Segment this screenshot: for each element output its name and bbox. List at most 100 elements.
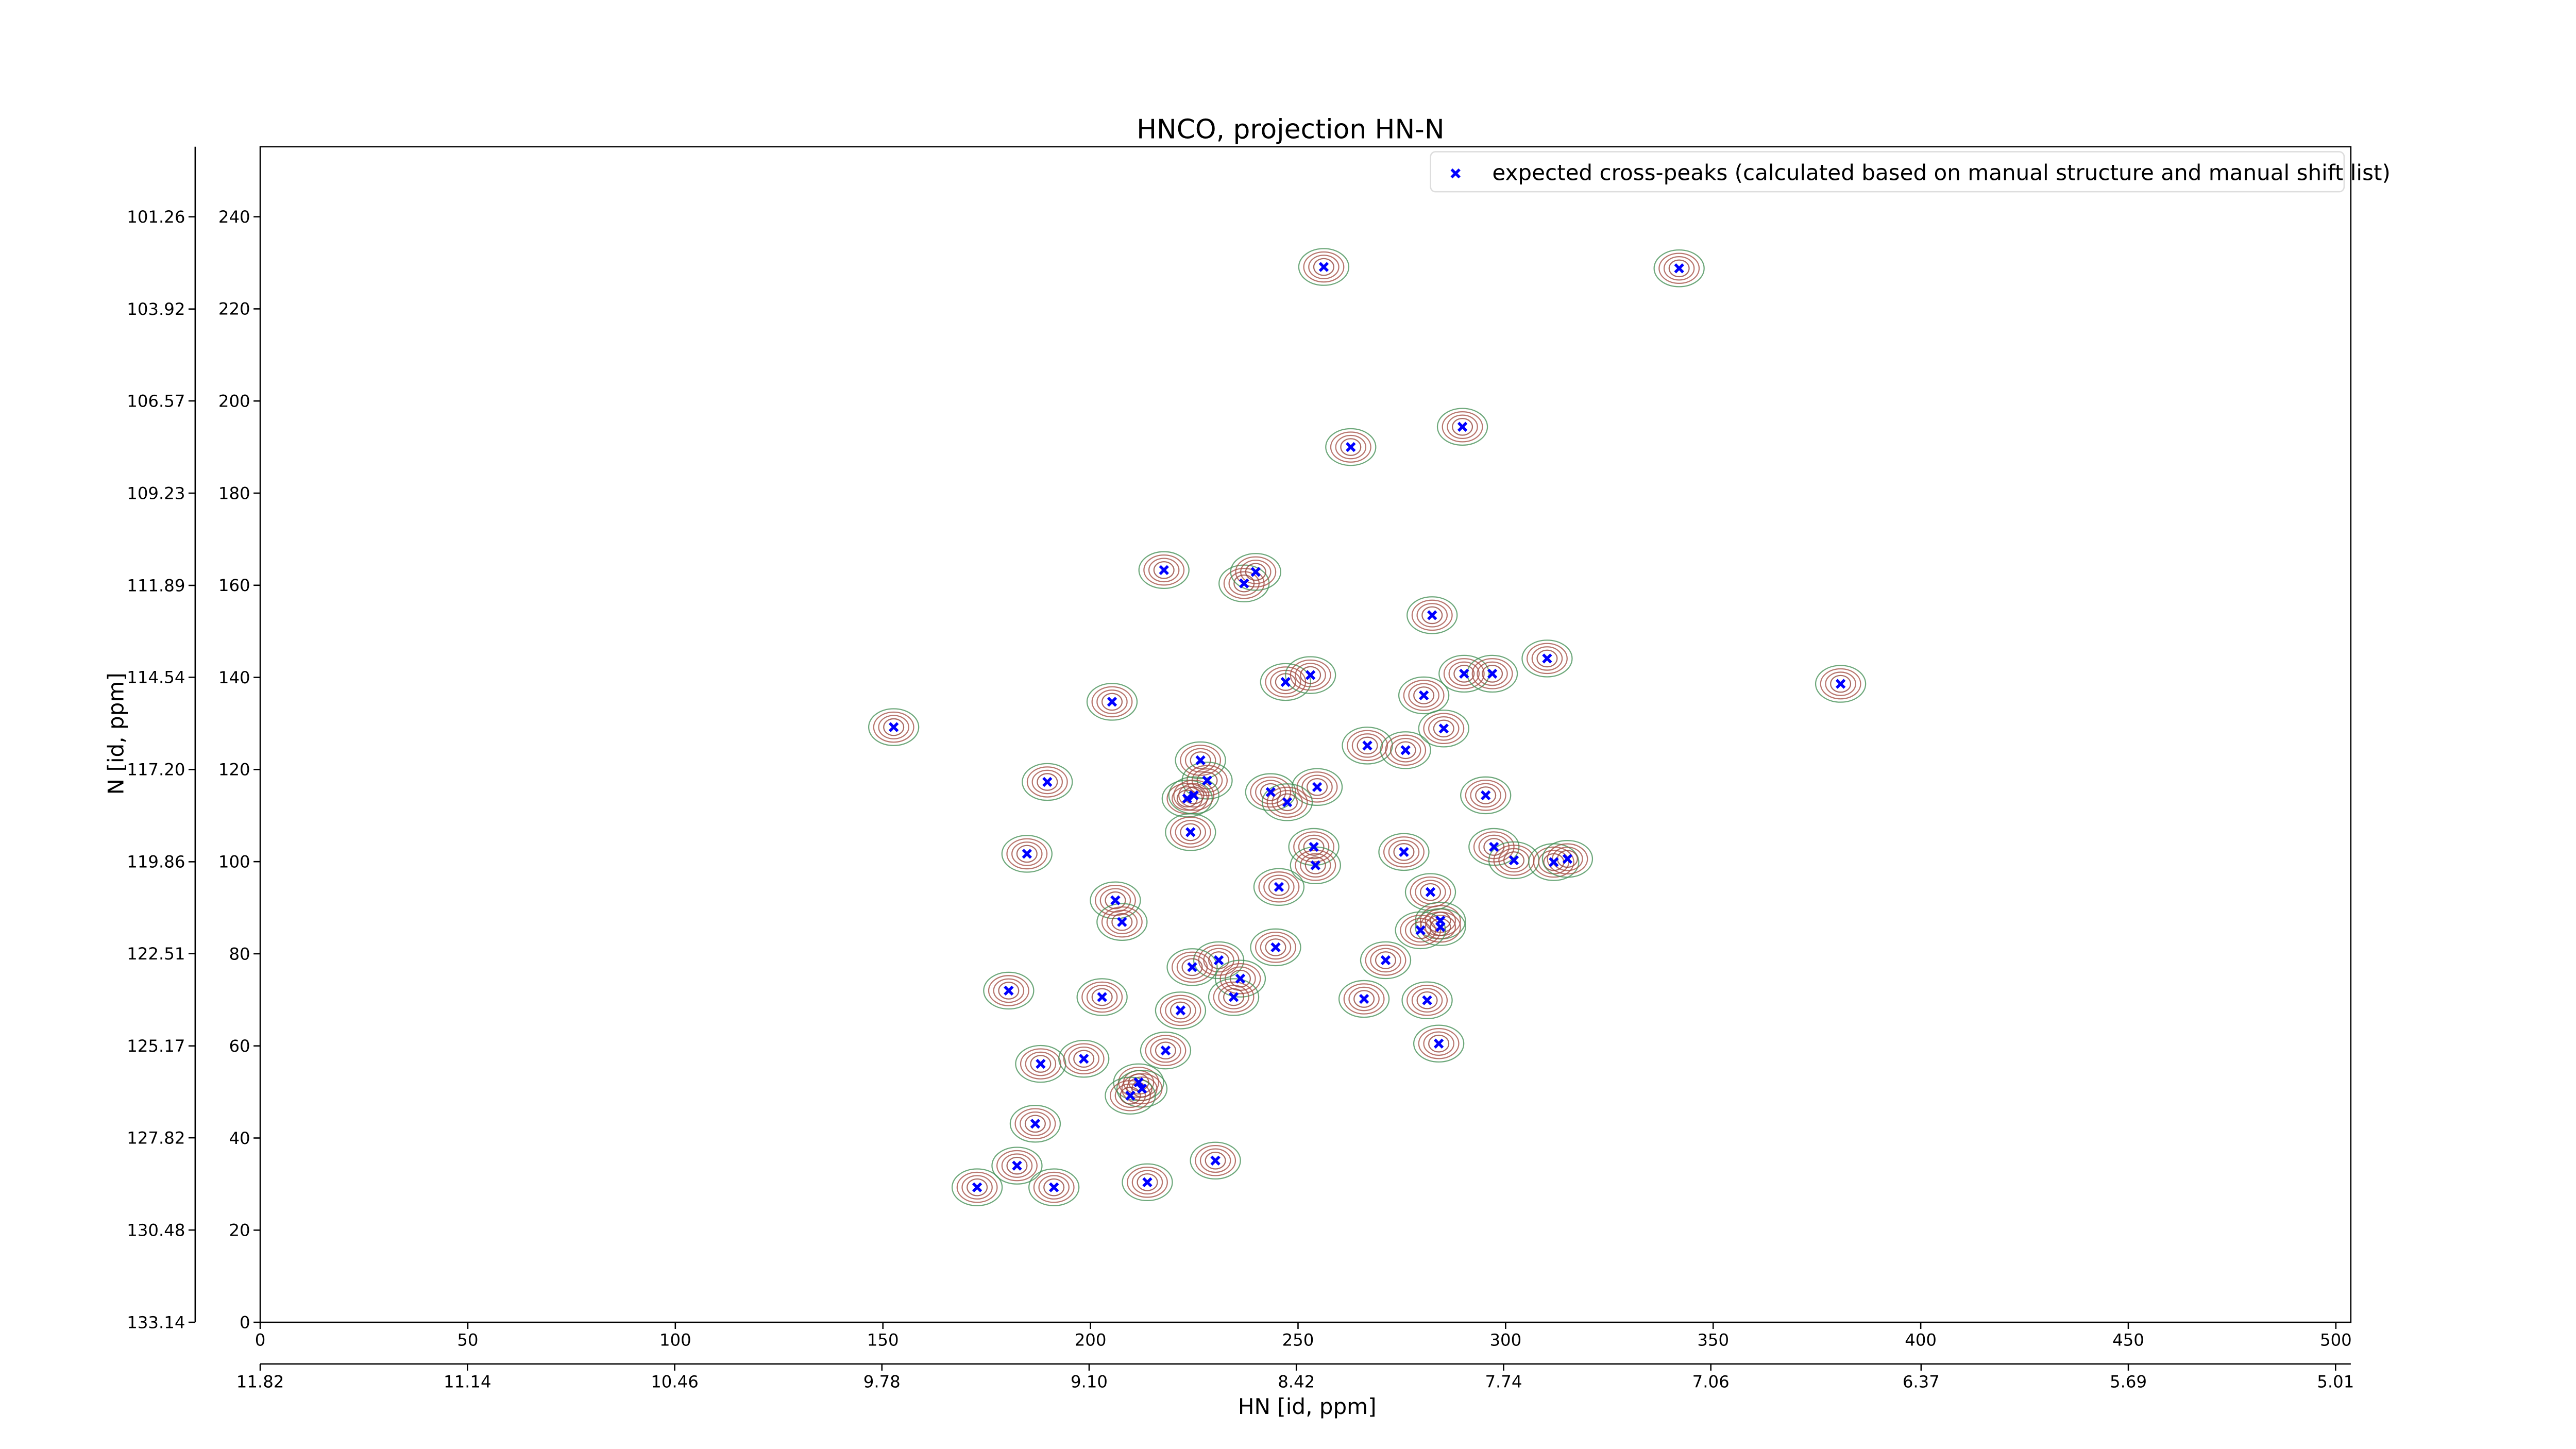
cross-peak [1835,679,1846,689]
peak-contour [1360,941,1412,980]
peak-contour [1313,258,1334,276]
peak-contour [1335,434,1367,460]
peak-contour [1404,918,1436,943]
cross-peak [1280,677,1291,687]
cross-peak [1549,857,1559,867]
cross-peak [1674,263,1684,274]
peak-contour [1265,938,1286,956]
peak-contour [868,708,920,746]
peak-contour [1127,1167,1168,1198]
peak-contour [1106,909,1138,935]
x-tick-label: 500 [2320,1330,2352,1350]
cross-peak [1078,1054,1089,1064]
peak-contour [1541,840,1594,878]
peak-contour [1470,783,1501,808]
peak-contour [956,1171,998,1203]
cross-peak [1542,653,1552,664]
peak-contour [1086,683,1138,721]
cross-peak [1042,777,1053,787]
peak-contour [1172,786,1203,811]
peak-contour [1006,838,1048,870]
peak-contour [1521,639,1573,678]
peak-contour [1300,853,1331,878]
peak-contour [1076,978,1128,1016]
peak-contour [1526,643,1568,675]
peak-contour [1825,671,1856,696]
peak-contour [1250,776,1292,808]
y-tick-label: 240 [218,207,250,227]
peak-contour [1253,868,1305,906]
peak-contour [1199,1148,1231,1173]
cross-peak [1422,995,1432,1005]
peak-contour [1536,649,1558,668]
cross-peak [1160,1045,1171,1056]
x2-tick-label: 11.14 [444,1372,492,1391]
peak-contour [1001,1153,1033,1178]
cross-peak [1310,860,1321,870]
peak-contour [1423,1031,1454,1056]
peak-contour [1091,686,1133,718]
peak-contour [961,1175,993,1200]
peak-contour [1020,1048,1061,1080]
peak-contour [1503,851,1525,869]
peak-contour [1477,661,1508,686]
peak-contour [1223,567,1265,599]
cross-peak [1213,955,1224,966]
peak-contour [1105,1076,1156,1115]
peak-contour [1406,984,1448,1016]
peak-contour [1304,856,1326,874]
peak-contour [1365,945,1406,976]
cross-peak [1346,442,1356,452]
peak-contour [1015,1044,1066,1083]
peak-contour [1296,771,1338,803]
peak-contour [1172,951,1213,983]
peak-contour [1001,835,1053,873]
peak-contour [1436,408,1488,446]
y-tick-label: 220 [218,299,250,319]
peak-contour [1411,599,1453,631]
peak-contour [1460,776,1512,815]
peak-contour [1433,719,1454,738]
y-tick-label: 160 [218,576,250,595]
y-tick-label: 40 [229,1128,250,1148]
peak-contour [1416,603,1448,628]
peak-contour [1395,911,1446,950]
peak-contour [988,975,1029,1006]
peak-contour [1421,606,1443,625]
peak-contour [1380,731,1431,769]
peak-contour [1223,988,1245,1006]
peak-contour [1471,658,1513,689]
cross-peak [1137,1084,1147,1094]
peak-contour [1268,878,1290,896]
peak-contour [1398,676,1450,715]
peak-contour [1533,846,1574,878]
cross-peak [1189,790,1199,801]
peak-contour [1351,733,1383,758]
peak-contour [1184,748,1216,773]
peak-contour [1180,823,1201,841]
y2-tick-label: 114.54 [127,668,185,687]
peak-contour [1338,980,1390,1018]
cross-peak [1438,723,1449,734]
peak-contour [1122,1163,1173,1202]
cross-peak [1562,854,1573,864]
peak-contour [1815,665,1867,703]
peak-contour [1658,252,1700,284]
peak-contour [1218,985,1249,1009]
peak-contour [1250,928,1301,967]
y-tick-label: 20 [229,1221,250,1240]
peak-contour [1153,561,1175,579]
y2-tick-label: 101.26 [127,207,185,227]
peak-contour [1255,780,1286,804]
peak-contour [1166,948,1218,986]
peak-contour [1291,768,1343,806]
peak-contour [1370,948,1401,973]
peak-contour [1428,1034,1450,1053]
peak-contour [1663,256,1695,281]
cross-peak [1305,670,1316,680]
peak-contour [1081,981,1123,1013]
cross-peak [972,1182,982,1192]
cross-peak [1182,793,1193,804]
cross-peak [1250,567,1261,577]
